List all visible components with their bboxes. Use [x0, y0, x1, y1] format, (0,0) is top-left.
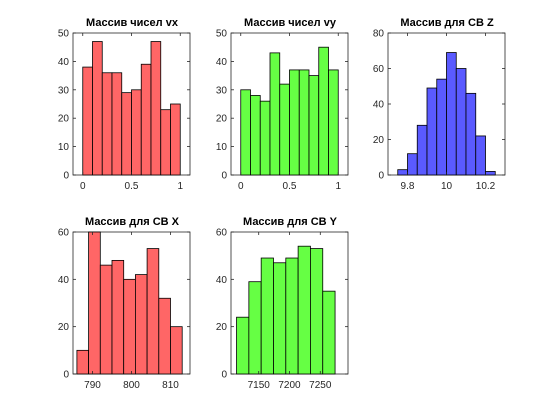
- histogram-bar: [318, 46, 329, 176]
- panel-title-y: Массив для СВ Y: [243, 216, 338, 228]
- histogram-bar: [76, 349, 90, 375]
- histogram-bar: [426, 87, 438, 176]
- histogram-bar: [308, 75, 320, 176]
- histogram-bar: [160, 109, 171, 176]
- y-tick-label: 20: [373, 135, 385, 146]
- histogram-bar: [259, 100, 271, 176]
- histogram-bar: [99, 264, 113, 375]
- y-tick-label: 10: [216, 142, 228, 153]
- histogram-bar: [248, 281, 262, 375]
- y-tick-label: 60: [373, 64, 385, 75]
- histogram-bar: [88, 231, 101, 375]
- histogram-bar: [436, 78, 447, 176]
- y-tick-label: 20: [58, 322, 70, 333]
- x-tick-label: 790: [84, 380, 101, 391]
- histogram-bar: [446, 52, 457, 176]
- histogram-bar: [111, 259, 125, 375]
- histogram-bar: [397, 169, 408, 176]
- histogram-panel-y: Массив для СВ Y 7150 7200 7250 0 20 40 60: [216, 216, 349, 391]
- x-tick-label: 0.5: [125, 181, 139, 192]
- y-tick-label: 40: [58, 275, 70, 286]
- histogram-bar: [240, 89, 251, 176]
- x-tick-label: 7150: [248, 380, 271, 391]
- y-tick-label: 80: [373, 29, 385, 40]
- histogram-bar: [416, 124, 428, 176]
- histogram-bar: [140, 63, 152, 176]
- histogram-bar: [123, 278, 136, 375]
- histogram-bar: [310, 248, 324, 375]
- x-tick-label: 1: [335, 181, 341, 192]
- x-tick-label: 10.2: [476, 181, 496, 192]
- histogram-bar: [455, 68, 467, 176]
- histogram-panel-z: Массив для СВ Z 9.8 10 10.2 0 20 40 60 80: [373, 17, 506, 192]
- histogram-bar: [170, 326, 183, 375]
- x-tick-label: 0.5: [283, 181, 297, 192]
- histogram-bar: [82, 66, 93, 176]
- x-tick-label: 9.8: [401, 181, 415, 192]
- histogram-bar: [146, 248, 160, 375]
- histogram-bar: [297, 245, 311, 375]
- y-tick-label: 0: [63, 370, 69, 381]
- x-tick-label: 810: [162, 380, 179, 391]
- y-tick-label: 40: [216, 275, 228, 286]
- y-tick-label: 50: [58, 29, 70, 40]
- y-tick-label: 30: [216, 85, 228, 96]
- histogram-bar: [111, 72, 123, 176]
- x-tick-label: 10: [441, 181, 453, 192]
- histogram-bar: [158, 297, 171, 375]
- histogram-bar: [322, 290, 336, 375]
- y-tick-label: 40: [216, 57, 228, 68]
- y-tick-label: 30: [58, 85, 70, 96]
- histogram-bar: [475, 135, 486, 176]
- histogram-bar: [121, 92, 132, 176]
- histogram-bar: [236, 316, 250, 375]
- histogram-bar: [260, 257, 274, 375]
- y-tick-label: 40: [373, 100, 385, 111]
- x-tick-label: 7250: [309, 380, 332, 391]
- y-tick-label: 20: [216, 114, 228, 125]
- x-tick-label: 1: [177, 181, 183, 192]
- histogram-bar: [485, 171, 496, 176]
- y-tick-label: 20: [58, 114, 70, 125]
- histogram-bar: [269, 52, 281, 176]
- histogram-bar: [407, 153, 418, 176]
- histogram-bar: [150, 41, 162, 176]
- histogram-bar: [92, 41, 103, 176]
- histogram-panel-x: Массив для СВ X 790 800 810 0 20 40 60: [58, 216, 191, 391]
- y-tick-label: 60: [58, 228, 70, 239]
- panel-title-vy: Массив чисел vy: [244, 17, 337, 29]
- histogram-bar: [279, 83, 290, 176]
- y-tick-label: 0: [221, 171, 227, 182]
- panel-title-vx: Массив чисел vx: [86, 17, 179, 29]
- histogram-bar: [101, 72, 113, 176]
- x-tick-label: 800: [123, 380, 140, 391]
- x-tick-label: 0: [80, 181, 86, 192]
- y-tick-label: 0: [221, 370, 227, 381]
- y-tick-label: 10: [58, 142, 70, 153]
- histogram-bar: [250, 95, 261, 176]
- histogram-bar: [273, 262, 287, 375]
- panel-title-x: Массив для СВ X: [85, 216, 180, 228]
- histogram-bar: [328, 69, 339, 176]
- panel-title-z: Массив для СВ Z: [400, 17, 494, 29]
- x-tick-label: 7200: [278, 380, 301, 391]
- y-tick-label: 0: [63, 171, 69, 182]
- y-tick-label: 0: [378, 171, 384, 182]
- y-tick-label: 40: [58, 57, 70, 68]
- x-tick-label: 0: [238, 181, 244, 192]
- histogram-bar: [298, 69, 310, 176]
- histogram-bar: [465, 92, 477, 176]
- histogram-bar: [131, 89, 142, 176]
- histogram-bar: [170, 103, 181, 176]
- y-tick-label: 50: [216, 29, 228, 40]
- histogram-bar: [289, 69, 300, 176]
- y-tick-label: 60: [216, 228, 228, 239]
- y-tick-label: 20: [216, 322, 228, 333]
- histogram-bar: [134, 274, 148, 375]
- histogram-bar: [285, 257, 299, 375]
